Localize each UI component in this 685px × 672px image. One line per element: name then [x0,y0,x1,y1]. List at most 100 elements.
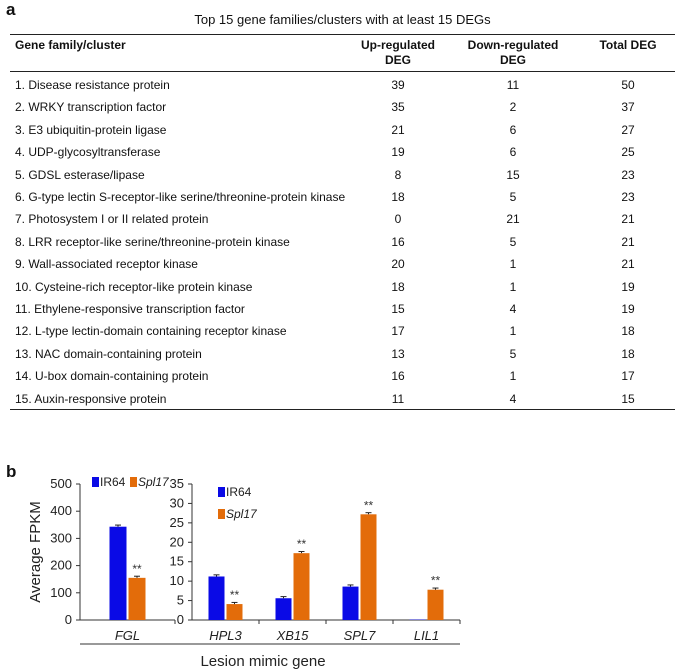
up-regulated-cell: 18 [391,190,405,204]
gene-family-cell: 14. U-box domain-containing protein [15,369,209,384]
up-regulated-cell: 11 [391,391,405,406]
y-tick-label: 500 [50,476,72,491]
up-regulated-cell: 39 [391,78,405,92]
total-cell: 21 [621,234,635,249]
y-tick-label: 30 [170,495,184,510]
gene-family-cell: 4. UDP-glycosyltransferase [15,145,161,160]
total-cell: 23 [621,190,635,204]
significance-mark: ** [297,537,307,551]
table-row: 3. E3 ubiquitin-protein ligase 21 6 27 [0,123,685,145]
down-regulated-cell: 21 [506,212,520,227]
bar-spl17-fgl [128,577,146,620]
x-axis-label: Lesion mimic gene [200,653,325,670]
gene-family-cell: 12. L-type lectin-domain containing rece… [15,324,287,339]
gene-family-cell: 13. NAC domain-containing protein [15,346,202,361]
y-tick-label: 15 [170,554,184,569]
total-cell: 21 [621,257,635,272]
y-tick-label: 0 [177,612,184,627]
gene-family-cell: 10. Cysteine-rich receptor-like protein … [15,279,253,294]
total-cell: 21 [621,212,635,227]
down-regulated-cell: 4 [509,302,517,316]
gene-family-cell: 1. Disease resistance protein [15,78,170,92]
table-row: 12. L-type lectin-domain containing rece… [0,324,685,346]
total-cell: 50 [621,78,635,92]
table-row: 7. Photosystem I or II related protein 0 2… [0,212,685,234]
category-label: LIL1 [414,628,439,643]
header-rule [10,71,675,72]
total-cell: 18 [621,346,635,361]
table-row: 9. Wall-associated receptor kinase 20 1 21 [0,257,685,279]
down-regulated-cell: 4 [509,391,517,406]
category-label: HPL3 [209,628,242,643]
y-tick-label: 20 [170,534,184,549]
gene-family-cell: 3. E3 ubiquitin-protein ligase [15,122,167,137]
down-regulated-cell: 1 [509,369,517,384]
up-regulated-cell: 35 [391,100,405,115]
legend-swatch [218,509,225,519]
up-regulated-cell: 15 [391,302,405,316]
y-tick-label: 25 [170,515,184,530]
bar-spl17-xb15 [293,553,310,620]
down-regulated-cell: 5 [509,190,517,204]
up-regulated-cell: 13 [391,346,405,361]
table-row: 6. G-type lectin S-receptor-like serine/… [0,190,685,212]
y-tick-label: 35 [170,476,184,491]
gene-family-cell: 2. WRKY transcription factor [15,100,167,115]
y-tick-label: 400 [50,503,72,518]
down-regulated-cell: 2 [509,100,517,115]
y-tick-label: 0 [65,612,72,627]
up-regulated-cell: 0 [394,212,402,227]
significance-mark: ** [364,498,374,512]
total-cell: 15 [621,391,635,406]
y-tick-label: 200 [50,558,72,573]
legend-label: IR64 [100,475,126,489]
total-cell: 19 [621,279,635,294]
panel-b-label: b [6,462,17,481]
table-row: 8. LRR receptor-like serine/threonine-pr… [0,235,685,257]
up-regulated-cell: 16 [391,369,405,384]
total-cell: 19 [621,302,635,316]
table-row: 10. Cysteine-rich receptor-like protein … [0,280,685,302]
significance-mark: ** [431,574,441,588]
down-regulated-cell: 5 [509,346,517,361]
gene-family-cell: 8. LRR receptor-like serine/threonine-pr… [15,234,290,249]
header-gene-family: Gene family/cluster [15,38,126,52]
legend-label: Spl17 [226,507,258,521]
up-regulated-cell: 16 [391,234,405,249]
up-regulated-cell: 17 [391,324,405,339]
header-line: Up-regulated [360,38,435,52]
table-bottom-rule [10,409,675,410]
table-row: 4. UDP-glycosyltransferase 19 6 25 [0,145,685,167]
total-cell: 17 [621,369,635,384]
up-regulated-cell: 19 [391,145,405,160]
category-label: FGL [115,628,140,643]
significance-mark: ** [132,562,142,576]
legend-label: IR64 [226,485,252,499]
gene-family-cell: 6. G-type lectin S-receptor-like serine/… [15,190,346,204]
category-label: XB15 [276,628,310,643]
legend-swatch [92,477,99,487]
legend-swatch [130,477,137,487]
bar-ir64-fgl [109,526,127,620]
total-cell: 27 [621,122,635,137]
table-row: 5. GDSL esterase/lipase 8 15 23 [0,168,685,190]
y-axis-label: Average FPKM [27,501,44,602]
header-line: DEG [384,53,411,67]
header-line: DEG [499,53,526,67]
table-title: Top 15 gene families/clusters with at le… [194,12,491,27]
y-tick-label: 100 [50,585,72,600]
table-row: 13. NAC domain-containing protein 13 5 18 [0,347,685,369]
gene-family-cell: 5. GDSL esterase/lipase [15,167,145,182]
down-regulated-cell: 5 [509,234,517,249]
gene-family-cell: 11. Ethylene-responsive transcription fa… [15,302,245,316]
table-row: 11. Ethylene-responsive transcription fa… [0,302,685,324]
gene-family-cell: 9. Wall-associated receptor kinase [15,257,198,272]
up-regulated-cell: 8 [394,167,402,182]
table-row: 15. Auxin-responsive protein 11 4 15 [0,392,685,414]
bar-ir64-spl7 [342,586,359,620]
up-regulated-cell: 18 [391,279,405,294]
significance-mark: ** [230,588,240,602]
table-top-rule [10,34,675,35]
